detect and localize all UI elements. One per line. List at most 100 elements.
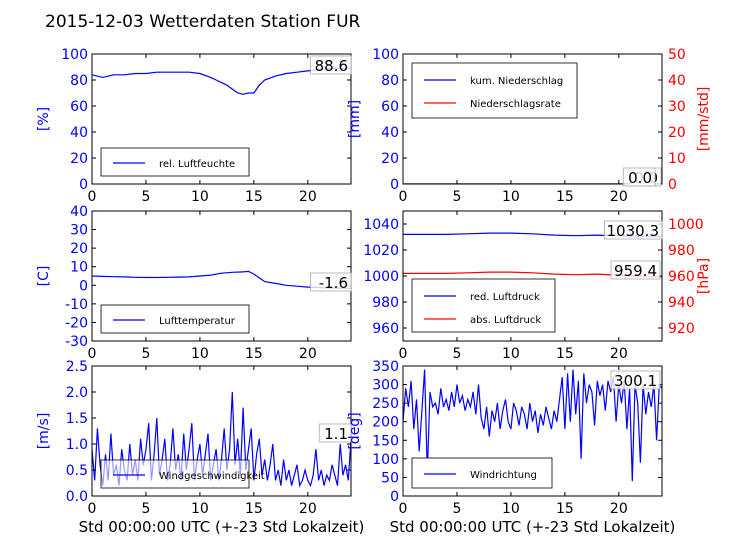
legend-box bbox=[411, 457, 553, 489]
last-value-label-2-box bbox=[610, 260, 661, 280]
y-tick-label-right: 920 bbox=[668, 321, 695, 337]
x-tick-label: 15 bbox=[245, 501, 263, 517]
y-tick-label: 30 bbox=[70, 223, 88, 239]
y-tick-label: 40 bbox=[70, 125, 88, 141]
legend-entry: Niederschlagsrate bbox=[470, 99, 561, 110]
x-tick-label: 10 bbox=[502, 346, 520, 362]
legend-entry: red. Luftdruck bbox=[470, 292, 540, 303]
legend-entry: Windrichtung bbox=[470, 470, 537, 481]
legend-box bbox=[100, 147, 250, 177]
last-value-label: 88.6 bbox=[315, 57, 348, 75]
last-value-label-box bbox=[310, 272, 352, 292]
x-tick-label: 0 bbox=[399, 346, 408, 362]
y-tick-label: 80 bbox=[70, 73, 88, 89]
y-tick-label-right: 30 bbox=[668, 99, 686, 115]
x-tick-label: 10 bbox=[502, 501, 520, 517]
last-value-label: -1.6 bbox=[319, 274, 348, 292]
y-tick-label: 20 bbox=[381, 151, 399, 167]
y-tick-label: -10 bbox=[65, 297, 88, 313]
x-tick-label: 0 bbox=[399, 501, 408, 517]
legend-entry: abs. Luftdruck bbox=[470, 315, 541, 326]
last-value-label-box bbox=[318, 423, 352, 443]
y-tick-label: 0 bbox=[79, 278, 88, 294]
series-line-1 bbox=[92, 67, 351, 95]
y-tick-label: 1.0 bbox=[66, 437, 88, 453]
y-tick-label: 350 bbox=[372, 359, 399, 375]
x-tick-label: 15 bbox=[556, 501, 574, 517]
y-tick-label: 0 bbox=[390, 177, 399, 193]
legend: Windrichtung bbox=[411, 457, 553, 489]
y-tick-label-right: 980 bbox=[668, 243, 695, 259]
x-tick-label: 5 bbox=[141, 501, 150, 517]
plot-frame bbox=[402, 53, 663, 185]
y-tick-label-right: 1000 bbox=[668, 217, 704, 233]
x-tick-label: 10 bbox=[191, 346, 209, 362]
y-tick-label: 20 bbox=[70, 151, 88, 167]
chart-panel-6: 0 5 10 15 20050100150200250300350[deg]300.1W… bbox=[347, 359, 663, 517]
y-axis-label: [m/s] bbox=[36, 413, 52, 450]
x-tick-label: 10 bbox=[191, 189, 209, 205]
y-tick-label: 300 bbox=[372, 378, 399, 394]
y-tick-label-right: 960 bbox=[668, 269, 695, 285]
x-tick-label: 20 bbox=[610, 501, 628, 517]
x-tick-label: 15 bbox=[556, 346, 574, 362]
x-tick-label: 15 bbox=[245, 346, 263, 362]
legend: kum. Niederschlag Niederschlagsrate bbox=[411, 62, 578, 119]
y-tick-label: -20 bbox=[65, 315, 88, 331]
chart-panel-4: 0 5 10 15 20 960 980 1000 1020 1040 920 940 960 980 10… bbox=[363, 210, 712, 362]
y-tick-label: 10 bbox=[70, 260, 88, 276]
x-tick-label: 15 bbox=[556, 189, 574, 205]
legend-entry: kum. Niederschlag bbox=[470, 76, 563, 87]
x-tick-label: 20 bbox=[299, 189, 317, 205]
x-tick-label: 5 bbox=[452, 189, 461, 205]
y-tick-label: 60 bbox=[381, 99, 399, 115]
x-tick-label: 0 bbox=[88, 501, 97, 517]
y-tick-label: 40 bbox=[70, 204, 88, 220]
y-tick-label: 1020 bbox=[363, 243, 399, 259]
y-tick-label: 100 bbox=[372, 452, 399, 468]
x-tick-label: 5 bbox=[141, 346, 150, 362]
y-axis-label: [%] bbox=[36, 107, 52, 131]
last-value-label: 1030.3 bbox=[607, 222, 660, 240]
y-tick-label: 100 bbox=[372, 47, 399, 63]
y-tick-label: 0 bbox=[79, 177, 88, 193]
x-tick-label: 5 bbox=[452, 501, 461, 517]
legend-box bbox=[100, 304, 250, 334]
x-tick-label: 10 bbox=[191, 501, 209, 517]
legend-box bbox=[100, 459, 250, 489]
legend: red. Luftdruck abs. Luftdruck bbox=[411, 278, 556, 333]
y-tick-label-right: 20 bbox=[668, 125, 686, 141]
y-tick-label: 80 bbox=[381, 73, 399, 89]
x-tick-label: 0 bbox=[88, 346, 97, 362]
y-tick-label: 960 bbox=[372, 321, 399, 337]
y-tick-label: 60 bbox=[70, 99, 88, 115]
y-tick-label-right: 50 bbox=[668, 47, 686, 63]
legend-box bbox=[411, 62, 578, 119]
chart-panel-3: 0 5 10 15 20 -30 -20 -10 0 10 20 30 40 [C] -1.6 Lufttem… bbox=[36, 204, 352, 362]
x-tick-label: 20 bbox=[610, 189, 628, 205]
y-tick-label: -30 bbox=[65, 334, 88, 350]
last-value-label-2-box bbox=[622, 167, 656, 187]
y-tick-label: 980 bbox=[372, 295, 399, 311]
x-tick-label: 20 bbox=[610, 346, 628, 362]
y-tick-label: 150 bbox=[372, 433, 399, 449]
legend-entry: rel. Luftfeuchte bbox=[159, 159, 235, 170]
y-tick-label: 200 bbox=[372, 415, 399, 431]
legend: Windgeschwindigkeit bbox=[100, 459, 265, 489]
x-tick-label: 0 bbox=[88, 189, 97, 205]
last-value-label: 1.1 bbox=[324, 425, 348, 443]
last-value-label-box bbox=[310, 55, 352, 75]
x-tick-label: 20 bbox=[299, 501, 317, 517]
y-tick-label: 1.5 bbox=[66, 411, 88, 427]
y-tick-label: 1000 bbox=[363, 269, 399, 285]
x-tick-label: 20 bbox=[299, 346, 317, 362]
y-tick-label: 2.5 bbox=[66, 359, 88, 375]
last-value-label: 300.1 bbox=[614, 372, 657, 390]
y-tick-label: 250 bbox=[372, 396, 399, 412]
last-value-label-2: 959.4 bbox=[614, 262, 657, 280]
y-tick-label-right: 10 bbox=[668, 151, 686, 167]
y-tick-label: 50 bbox=[381, 470, 399, 486]
series-line-1 bbox=[92, 270, 351, 289]
